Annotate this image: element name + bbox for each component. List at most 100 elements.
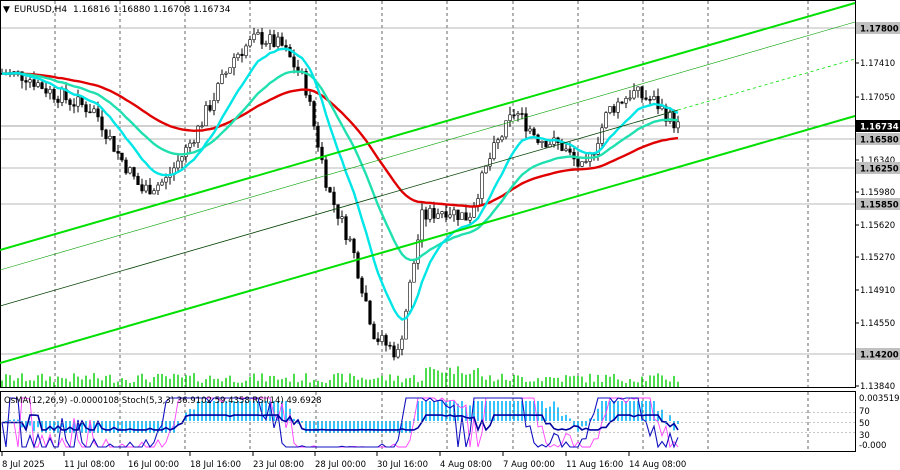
candle-body — [416, 239, 420, 264]
candle-body — [28, 79, 32, 83]
candle-body — [44, 88, 48, 94]
candle-body — [460, 212, 464, 221]
price-label: 1.13840 — [860, 382, 895, 392]
candle-body — [56, 98, 60, 103]
price-level-tag — [856, 22, 900, 34]
channel-mid-line — [0, 109, 679, 307]
candle-body — [356, 252, 360, 279]
price-label: 1.15270 — [860, 253, 895, 263]
ema-cyan-line — [1, 47, 679, 321]
time-label: 16 Jul 00:00 — [128, 460, 179, 470]
indicator-axis-label: 70 — [859, 407, 870, 417]
volume-bars — [1, 366, 679, 387]
candle-body — [484, 165, 488, 174]
candle-body — [72, 104, 76, 107]
stoch-main-line — [1, 397, 679, 449]
candle-body — [40, 82, 44, 89]
candle-body — [516, 113, 520, 116]
candle-body — [504, 120, 508, 138]
candle-body — [120, 152, 124, 161]
candle-body — [440, 211, 444, 215]
candle-body — [268, 34, 272, 44]
candle-body — [220, 74, 224, 84]
candle-body — [36, 82, 40, 87]
candle-body — [600, 127, 604, 144]
candle-body — [372, 323, 376, 340]
candle-body — [196, 125, 200, 144]
candlesticks — [0, 27, 680, 361]
candle-body — [496, 139, 500, 144]
candle-body — [468, 216, 472, 221]
indicator-frame — [0, 391, 856, 452]
time-label: 11 Jul 08:00 — [64, 460, 115, 470]
candle-body — [384, 335, 388, 346]
candle-body — [424, 209, 428, 220]
price-level-tag-text: 1.16734 — [860, 123, 899, 133]
candle-body — [632, 90, 636, 99]
indicator-axis-label: 30 — [859, 431, 870, 441]
symbol-label: EURUSD,H4 — [14, 5, 67, 15]
price-level-tag-text: 1.15850 — [860, 201, 899, 211]
indicator-axis-label: 50 — [859, 419, 870, 429]
candle-body — [532, 128, 536, 136]
candle-body — [612, 106, 616, 113]
price-label: 1.16340 — [860, 156, 895, 166]
time-label: 18 Jul 16:00 — [190, 460, 241, 470]
candle-body — [648, 99, 652, 101]
candle-body — [540, 140, 544, 143]
time-label: 30 Jul 16:00 — [377, 460, 428, 470]
candle-body — [624, 98, 628, 104]
candle-body — [84, 104, 88, 113]
candle-body — [660, 106, 664, 110]
price-level-tag-text: 1.16250 — [860, 165, 899, 175]
candle-body — [232, 57, 236, 69]
candle-body — [676, 121, 680, 129]
candle-body — [640, 86, 644, 99]
regression-channel — [0, 2, 856, 364]
time-label: 23 Jul 08:00 — [253, 460, 304, 470]
candle-body — [340, 216, 344, 219]
candle-body — [364, 292, 368, 302]
candle-body — [576, 158, 580, 167]
candle-body — [352, 238, 356, 254]
candle-body — [328, 187, 332, 193]
candle-body — [604, 112, 608, 129]
candle-body — [292, 56, 296, 68]
price-level-tag-text: 1.14200 — [860, 351, 899, 361]
candle-body — [512, 114, 516, 117]
candle-body — [464, 212, 468, 221]
price-label: 1.17410 — [860, 59, 895, 69]
candle-body — [528, 128, 532, 132]
candle-body — [252, 33, 256, 40]
candle-body — [100, 116, 104, 131]
candle-body — [160, 181, 164, 186]
channel-upper-line — [0, 2, 856, 251]
price-label: 1.17050 — [860, 93, 895, 103]
candle-body — [500, 136, 504, 141]
candle-body — [204, 105, 208, 127]
candle-body — [144, 184, 148, 192]
candle-body — [248, 39, 252, 47]
candle-body — [152, 190, 156, 195]
header-arrow-icon: ▼ — [3, 5, 10, 15]
candle-body — [644, 97, 648, 100]
candle-body — [348, 238, 352, 241]
oscillators — [1, 397, 855, 449]
candle-body — [176, 160, 180, 169]
price-level-tag — [856, 348, 900, 360]
price-level-tag — [856, 120, 900, 132]
indicator-axis: 0.0035199 70 50 30-0.000 — [859, 394, 900, 451]
candle-body — [272, 34, 276, 47]
candle-body — [136, 175, 140, 185]
candle-body — [156, 184, 160, 191]
moving-averages — [1, 47, 679, 321]
price-level-tag-text: 1.16580 — [860, 136, 899, 146]
price-level-tag-text: 1.17800 — [860, 25, 899, 35]
candle-body — [452, 209, 456, 216]
candle-body — [212, 100, 216, 111]
candle-body — [336, 204, 340, 219]
channel-inner-line — [0, 21, 856, 271]
candle-body — [76, 96, 80, 107]
candle-body — [388, 344, 392, 347]
price-label: 1.14550 — [860, 319, 895, 329]
